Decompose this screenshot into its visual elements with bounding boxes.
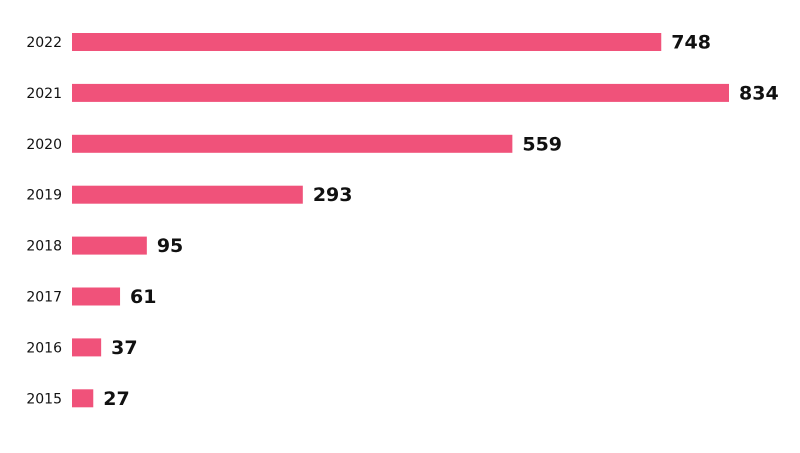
bar <box>72 185 303 204</box>
y-tick-label: 2015 <box>26 391 62 407</box>
y-tick-label: 2016 <box>26 340 62 356</box>
y-tick-label: 2020 <box>26 137 62 153</box>
y-tick-label: 2018 <box>26 239 62 255</box>
bar <box>72 33 662 51</box>
bar <box>72 236 147 255</box>
bar <box>72 83 729 102</box>
y-tick-label: 2017 <box>26 290 62 306</box>
y-tick-label: 2019 <box>26 188 62 204</box>
value-label: 27 <box>103 388 129 410</box>
value-label: 834 <box>739 82 779 104</box>
bar <box>72 338 102 357</box>
value-label: 37 <box>111 337 137 359</box>
value-label: 95 <box>157 235 183 257</box>
value-label: 559 <box>522 133 562 155</box>
y-tick-label: 2022 <box>26 35 62 51</box>
bar <box>72 287 121 306</box>
bar <box>72 389 94 408</box>
value-label: 293 <box>313 184 353 206</box>
value-label: 748 <box>671 32 711 54</box>
value-label: 61 <box>130 286 156 308</box>
bar <box>72 134 513 153</box>
y-tick-label: 2021 <box>26 86 62 102</box>
